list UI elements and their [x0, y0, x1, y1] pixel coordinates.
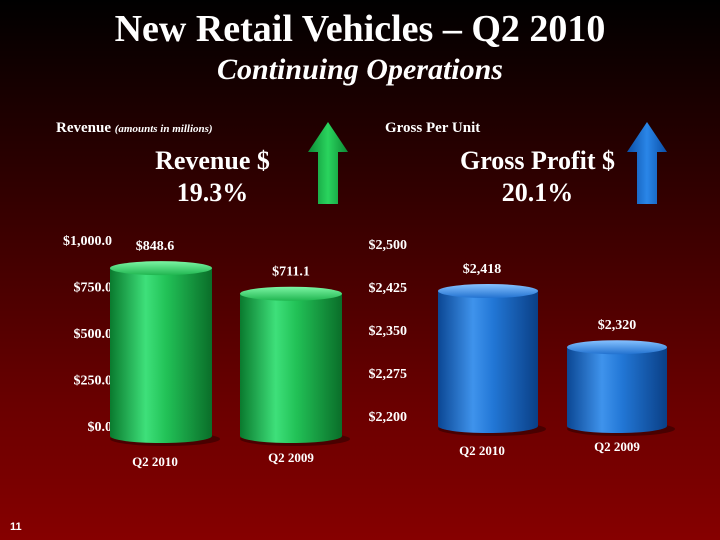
- gpu-bar: [438, 284, 546, 436]
- revenue-y-tick-label: $500.0: [74, 327, 113, 342]
- revenue-metric-name: Revenue $: [155, 146, 270, 175]
- revenue-label-note: (amounts in millions): [114, 123, 213, 135]
- revenue-value-label: $711.1: [272, 265, 310, 280]
- revenue-up-arrow-icon: [308, 122, 348, 204]
- revenue-y-tick-label: $750.0: [74, 281, 113, 296]
- revenue-y-tick-label: $0.0: [88, 420, 113, 435]
- gpu-y-tick-label: $2,275: [369, 367, 408, 382]
- gpu-bar: [567, 340, 675, 436]
- gpu-y-tick-label: $2,350: [369, 324, 408, 339]
- gpu-category-label: Q2 2009: [594, 439, 640, 454]
- revenue-bar: [240, 286, 350, 446]
- revenue-category-label: Q2 2010: [132, 454, 178, 469]
- revenue-bar: [110, 261, 220, 446]
- revenue-category-label: Q2 2009: [268, 450, 314, 465]
- gpu-value-label: $2,418: [463, 262, 502, 277]
- revenue-section-label: Revenue (amounts in millions): [56, 120, 213, 137]
- revenue-metric: Revenue $ 19.3%: [120, 145, 305, 209]
- slide-title: New Retail Vehicles – Q2 2010: [114, 8, 606, 50]
- revenue-metric-change: 19.3%: [176, 178, 249, 207]
- gpu-y-tick-label: $2,500: [369, 238, 408, 253]
- gpu-value-label: $2,320: [598, 318, 637, 333]
- revenue-label: Revenue: [56, 120, 111, 136]
- slide-subtitle: Continuing Operations: [217, 53, 503, 86]
- revenue-y-tick-label: $250.0: [74, 374, 113, 389]
- revenue-value-label: $848.6: [136, 239, 175, 254]
- gpu-y-tick-label: $2,200: [369, 410, 408, 425]
- revenue-y-tick-label: $1,000.0: [63, 234, 112, 249]
- gross-profit-metric-change: 20.1%: [501, 178, 574, 207]
- gpu-section-label: Gross Per Unit: [385, 120, 481, 136]
- gpu-category-label: Q2 2010: [459, 443, 505, 458]
- gross-profit-metric: Gross Profit $ 20.1%: [440, 145, 635, 209]
- page-number: 11: [10, 521, 22, 533]
- gpu-y-tick-label: $2,425: [369, 281, 408, 296]
- gross-profit-up-arrow-icon: [627, 122, 667, 204]
- gross-profit-metric-name: Gross Profit $: [459, 146, 616, 175]
